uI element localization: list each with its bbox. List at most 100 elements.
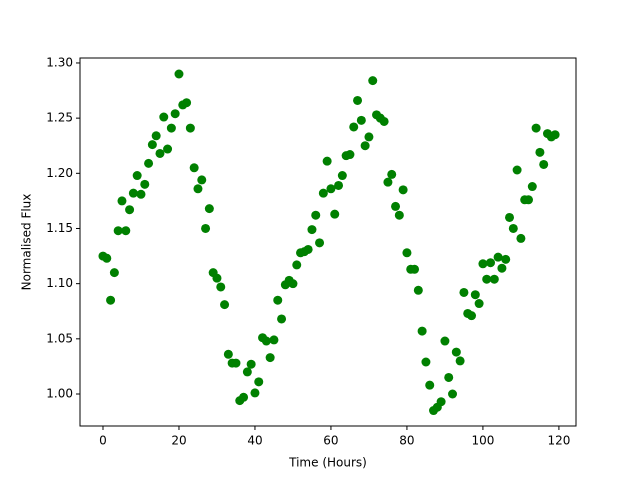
data-point bbox=[531, 123, 541, 133]
data-point bbox=[482, 274, 492, 284]
data-point bbox=[334, 180, 344, 190]
data-point bbox=[379, 116, 389, 126]
data-point bbox=[451, 347, 461, 357]
y-tick-label: 1.00 bbox=[46, 387, 73, 401]
data-point bbox=[265, 353, 275, 363]
data-point bbox=[360, 141, 370, 151]
data-point bbox=[497, 263, 507, 273]
y-tick-label: 1.05 bbox=[46, 331, 73, 345]
data-point bbox=[486, 258, 496, 268]
data-point bbox=[106, 295, 116, 305]
data-point bbox=[220, 300, 230, 310]
data-point bbox=[550, 130, 560, 140]
x-tick-label: 80 bbox=[399, 434, 414, 448]
data-point bbox=[474, 299, 484, 309]
data-point bbox=[197, 175, 207, 185]
x-tick-label: 120 bbox=[547, 434, 570, 448]
data-point bbox=[459, 287, 469, 297]
data-point bbox=[478, 259, 488, 269]
data-point bbox=[166, 123, 176, 133]
data-point bbox=[117, 196, 127, 206]
data-point bbox=[113, 226, 123, 236]
data-point bbox=[288, 279, 298, 289]
data-point bbox=[159, 112, 169, 122]
data-point bbox=[508, 223, 518, 233]
data-point bbox=[383, 177, 393, 187]
data-point bbox=[246, 359, 256, 369]
data-point bbox=[394, 210, 404, 220]
data-point bbox=[155, 148, 165, 158]
data-point bbox=[216, 282, 226, 292]
data-point bbox=[516, 233, 526, 243]
data-point bbox=[353, 95, 363, 105]
data-point bbox=[303, 244, 313, 254]
data-point bbox=[128, 188, 138, 198]
data-point bbox=[170, 109, 180, 119]
data-point bbox=[539, 159, 549, 169]
data-point bbox=[391, 201, 401, 211]
data-point bbox=[189, 163, 199, 173]
data-point bbox=[444, 372, 454, 382]
data-point bbox=[136, 189, 146, 199]
data-point bbox=[349, 122, 359, 132]
data-point bbox=[387, 169, 397, 179]
data-point bbox=[185, 123, 195, 133]
y-tick-label: 1.10 bbox=[46, 276, 73, 290]
y-tick-label: 1.15 bbox=[46, 221, 73, 235]
data-point bbox=[239, 392, 249, 402]
data-point bbox=[455, 356, 465, 366]
data-point bbox=[254, 377, 264, 387]
data-point bbox=[144, 158, 154, 168]
data-point bbox=[125, 205, 135, 215]
data-point bbox=[413, 285, 423, 295]
data-point bbox=[182, 98, 192, 108]
data-point bbox=[121, 226, 131, 236]
data-point bbox=[315, 238, 325, 248]
y-axis-label: Normalised Flux bbox=[20, 194, 34, 291]
data-point bbox=[417, 326, 427, 336]
data-point bbox=[193, 184, 203, 194]
plot-frame bbox=[79, 57, 577, 427]
data-point bbox=[318, 188, 328, 198]
data-point bbox=[307, 225, 317, 235]
data-point bbox=[337, 171, 347, 181]
data-point bbox=[527, 182, 537, 192]
data-point bbox=[269, 335, 279, 345]
data-point bbox=[436, 397, 446, 407]
y-tick-label: 1.30 bbox=[46, 55, 73, 69]
y-tick-label: 1.25 bbox=[46, 111, 73, 125]
data-point bbox=[535, 147, 545, 157]
data-point bbox=[505, 212, 515, 222]
data-point bbox=[201, 223, 211, 233]
data-point bbox=[204, 204, 214, 214]
data-point bbox=[501, 254, 511, 264]
data-point bbox=[410, 264, 420, 274]
data-point bbox=[212, 273, 222, 283]
data-point bbox=[231, 358, 241, 368]
y-tick-label: 1.20 bbox=[46, 166, 73, 180]
data-point bbox=[140, 179, 150, 189]
data-point bbox=[163, 144, 173, 154]
data-point bbox=[398, 185, 408, 195]
data-point bbox=[421, 357, 431, 367]
x-tick-label: 0 bbox=[99, 434, 107, 448]
data-point bbox=[311, 210, 321, 220]
x-tick-label: 60 bbox=[323, 434, 338, 448]
data-point bbox=[322, 156, 332, 166]
data-point bbox=[273, 295, 283, 305]
data-point bbox=[261, 336, 271, 346]
data-point bbox=[440, 336, 450, 346]
data-point bbox=[448, 389, 458, 399]
data-point bbox=[242, 367, 252, 377]
data-point bbox=[250, 388, 260, 398]
data-point bbox=[425, 380, 435, 390]
x-tick-label: 100 bbox=[471, 434, 494, 448]
data-point bbox=[132, 171, 142, 181]
data-point bbox=[493, 252, 503, 262]
data-point bbox=[147, 140, 157, 150]
data-point bbox=[174, 69, 184, 79]
data-point bbox=[292, 260, 302, 270]
data-point bbox=[330, 209, 340, 219]
data-point bbox=[364, 132, 374, 142]
